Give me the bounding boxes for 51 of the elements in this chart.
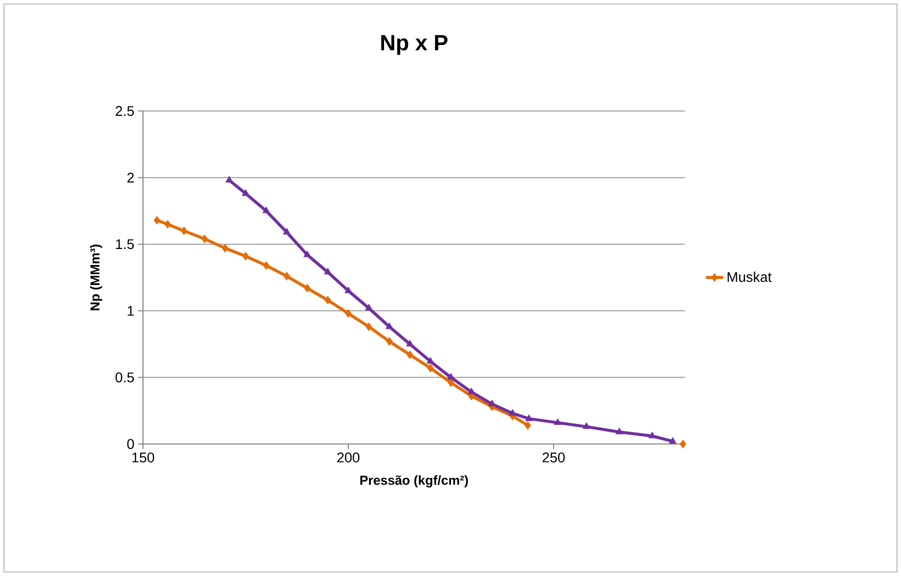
point	[426, 357, 434, 364]
point	[283, 272, 290, 280]
point	[508, 409, 516, 416]
point	[554, 418, 562, 425]
point	[283, 228, 290, 234]
point	[164, 220, 171, 228]
point	[345, 309, 352, 318]
point	[242, 252, 249, 260]
x-tick-label: 250	[542, 452, 565, 462]
point	[386, 322, 394, 330]
point	[324, 268, 332, 274]
point	[262, 261, 270, 270]
point	[680, 440, 686, 448]
point	[154, 216, 160, 224]
point	[488, 400, 496, 406]
y-tick-label: 1	[128, 306, 134, 316]
chart-title: Np x P	[381, 35, 448, 55]
point	[365, 304, 373, 310]
point	[304, 250, 311, 258]
y-tick-label: 0	[127, 439, 134, 449]
y-tick-label: 2.5	[116, 106, 134, 116]
y-tick-label: 0.5	[116, 372, 134, 382]
legend-label: Muskat	[728, 272, 772, 282]
point	[582, 422, 590, 429]
point	[262, 206, 270, 214]
point	[447, 373, 455, 380]
y-axis-title: Np (MMm³)	[90, 244, 102, 310]
point	[668, 437, 676, 444]
point	[226, 176, 233, 183]
point	[366, 322, 372, 332]
point	[616, 428, 624, 434]
point	[180, 226, 188, 236]
x-tick-label: 150	[132, 452, 154, 462]
point	[324, 296, 332, 304]
x-axis-title: Pressão (kgf/cm²)	[360, 475, 468, 488]
point	[386, 337, 393, 346]
point	[344, 286, 352, 294]
point	[242, 189, 250, 196]
y-tick-label: 2	[127, 172, 134, 182]
point	[525, 414, 533, 421]
point	[406, 350, 414, 360]
y-tick-label: 1.5	[116, 239, 134, 250]
point	[427, 364, 434, 372]
point	[448, 378, 454, 387]
point	[524, 421, 531, 430]
point	[406, 340, 414, 346]
point	[201, 234, 208, 244]
point	[222, 244, 228, 252]
x-tick-label: 200	[337, 452, 360, 462]
point	[304, 284, 310, 292]
point	[648, 432, 656, 438]
